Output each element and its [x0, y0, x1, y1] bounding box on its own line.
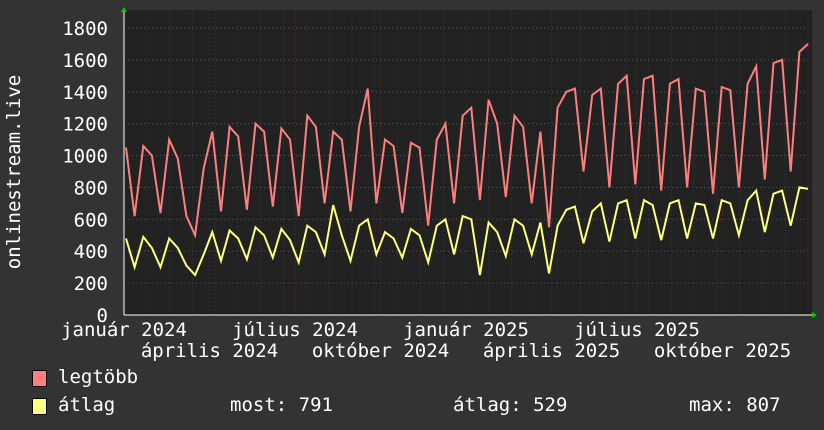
- legend-swatch-avg: [32, 398, 47, 415]
- stat-max-value: 807: [746, 394, 781, 416]
- y-tick-label: 800: [74, 177, 108, 199]
- x-axis-arrow-icon: [812, 312, 817, 318]
- series-line-max: [125, 43, 809, 239]
- x-tick-label: január 2025: [403, 319, 529, 341]
- stat-current: most: 791: [230, 394, 333, 416]
- x-tick-label: július 2025: [574, 319, 700, 341]
- plot-area: [124, 10, 812, 315]
- x-tick-label: október 2025: [654, 340, 791, 362]
- stat-average: átlag: 529: [453, 394, 567, 416]
- y-tick-label: 200: [74, 273, 108, 295]
- stat-average-label: átlag:: [453, 394, 522, 416]
- stat-max-label: max:: [689, 394, 735, 416]
- stat-max: max: 807: [689, 394, 781, 416]
- stat-average-value: 529: [533, 394, 568, 416]
- legend-swatch-max: [32, 370, 47, 387]
- x-tick-label: október 2024: [312, 340, 449, 362]
- y-tick-label: 1200: [62, 114, 108, 136]
- x-tick-label: április 2024: [141, 340, 278, 362]
- y-axis-arrow-icon: [121, 7, 127, 12]
- series-line-avg: [125, 186, 809, 277]
- y-tick-label: 1800: [62, 18, 108, 40]
- legend-label-avg: átlag: [58, 394, 116, 416]
- y-axis-label: onlinestream.live: [3, 75, 25, 269]
- x-tick-label: január 2024: [61, 319, 187, 341]
- y-tick-label: 1400: [62, 82, 108, 104]
- y-tick-label: 0: [97, 305, 108, 327]
- x-tick-label: április 2025: [483, 340, 620, 362]
- stat-current-label: most:: [230, 394, 288, 416]
- legend-label-max: legtöbb: [58, 366, 139, 388]
- y-tick-label: 1000: [62, 146, 108, 168]
- y-tick-label: 1600: [62, 50, 108, 72]
- stat-current-value: 791: [298, 394, 333, 416]
- y-tick-label: 600: [74, 209, 108, 231]
- y-tick-label: 400: [74, 241, 108, 263]
- x-tick-label: július 2024: [232, 319, 358, 341]
